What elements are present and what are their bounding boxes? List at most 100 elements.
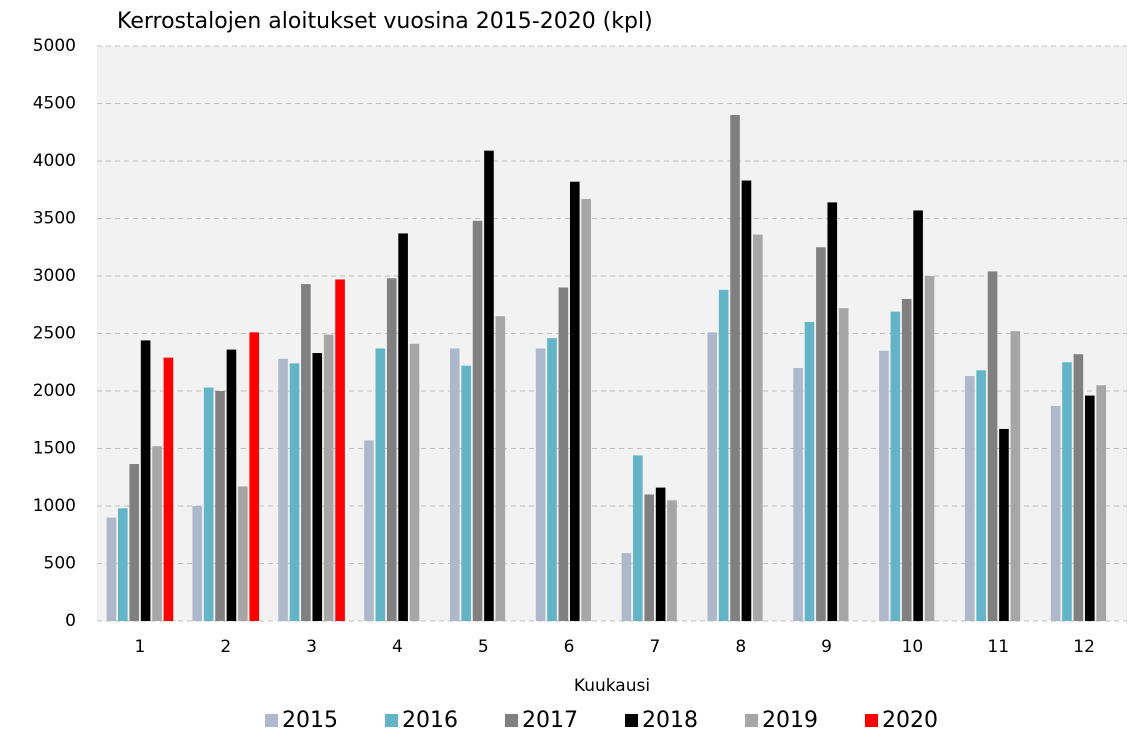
bar <box>1010 331 1021 621</box>
bar <box>816 247 826 621</box>
bar <box>484 150 494 621</box>
bar <box>707 332 718 621</box>
bar <box>1062 362 1072 621</box>
x-tick-label: 6 <box>564 637 575 657</box>
y-tick-label: 4500 <box>33 94 76 114</box>
legend-swatch <box>865 714 878 727</box>
x-tick-label: 7 <box>650 637 661 657</box>
x-tick-label: 5 <box>478 637 489 657</box>
bar <box>226 349 237 621</box>
bar <box>1084 395 1095 621</box>
bar <box>901 299 912 621</box>
bar <box>838 308 849 621</box>
x-tick-label: 2 <box>220 637 231 657</box>
legend-swatch <box>745 714 758 727</box>
legend-label: 2016 <box>402 708 458 733</box>
bar <box>1073 354 1084 621</box>
bar <box>667 500 677 621</box>
bar <box>804 322 815 621</box>
y-tick-label: 500 <box>44 554 76 574</box>
x-tick-label: 3 <box>306 637 317 657</box>
legend-label: 2015 <box>282 708 338 733</box>
bar <box>278 358 288 621</box>
x-tick-label: 9 <box>821 637 832 657</box>
bar <box>461 365 471 621</box>
bar <box>449 348 460 621</box>
bar <box>558 287 569 621</box>
bar <box>249 332 260 621</box>
bar <box>730 115 740 621</box>
bar <box>323 334 334 621</box>
bar <box>633 455 643 621</box>
bar <box>547 338 557 621</box>
bar <box>924 276 935 621</box>
bar <box>203 387 214 621</box>
x-tick-label: 11 <box>987 637 1009 657</box>
y-tick-label: 2500 <box>33 324 76 344</box>
bar <box>987 271 998 621</box>
bar <box>753 234 763 621</box>
x-tick-label: 4 <box>392 637 403 657</box>
bar <box>140 340 151 621</box>
bar <box>644 494 655 621</box>
bar <box>890 311 901 621</box>
bar <box>472 220 483 622</box>
y-tick-label: 5000 <box>33 36 76 56</box>
bar <box>238 486 248 621</box>
bar <box>106 517 117 621</box>
bar <box>129 464 140 621</box>
x-tick-label: 10 <box>902 637 924 657</box>
bar <box>386 278 397 621</box>
bar <box>535 348 546 621</box>
legend-label: 2019 <box>762 708 818 733</box>
bar <box>375 348 386 621</box>
legend-swatch <box>385 714 398 727</box>
y-tick-label: 1000 <box>33 496 76 516</box>
bar <box>152 446 162 621</box>
bar <box>964 376 975 621</box>
bar <box>827 202 838 621</box>
bar <box>163 357 174 621</box>
legend-swatch <box>505 714 518 727</box>
bar <box>312 353 323 621</box>
bar <box>118 508 128 621</box>
bar <box>398 233 408 621</box>
chart-title: Kerrostalojen aloitukset vuosina 2015-20… <box>117 9 653 34</box>
bar <box>879 350 889 621</box>
bar <box>364 440 374 621</box>
bar <box>581 198 591 621</box>
bar <box>655 487 666 621</box>
bar <box>301 284 311 621</box>
x-tick-label: 8 <box>735 637 746 657</box>
bar <box>793 368 803 621</box>
bar <box>1050 405 1061 621</box>
y-tick-label: 4000 <box>33 151 76 171</box>
bar <box>741 180 752 622</box>
bar <box>409 343 420 621</box>
bar <box>976 370 986 621</box>
x-tick-label: 1 <box>135 637 146 657</box>
x-axis-title: Kuukausi <box>574 676 650 696</box>
legend-label: 2018 <box>642 708 698 733</box>
bar <box>718 289 729 621</box>
y-tick-label: 3500 <box>33 209 76 229</box>
y-tick-label: 2000 <box>33 381 76 401</box>
legend-label: 2020 <box>882 708 938 733</box>
bar <box>215 391 225 621</box>
bar <box>999 428 1009 621</box>
bar <box>335 279 345 621</box>
legend-swatch <box>625 714 638 727</box>
legend-swatch <box>265 714 278 727</box>
y-tick-label: 0 <box>65 611 76 631</box>
y-tick-label: 3000 <box>33 266 76 286</box>
bar <box>289 363 300 621</box>
y-tick-label: 1500 <box>33 439 76 459</box>
bar <box>913 210 923 621</box>
legend-label: 2017 <box>522 708 578 733</box>
bar <box>1096 385 1106 621</box>
x-tick-label: 12 <box>1073 637 1095 657</box>
bar <box>192 506 203 621</box>
bar <box>495 316 506 621</box>
bar <box>569 181 580 621</box>
